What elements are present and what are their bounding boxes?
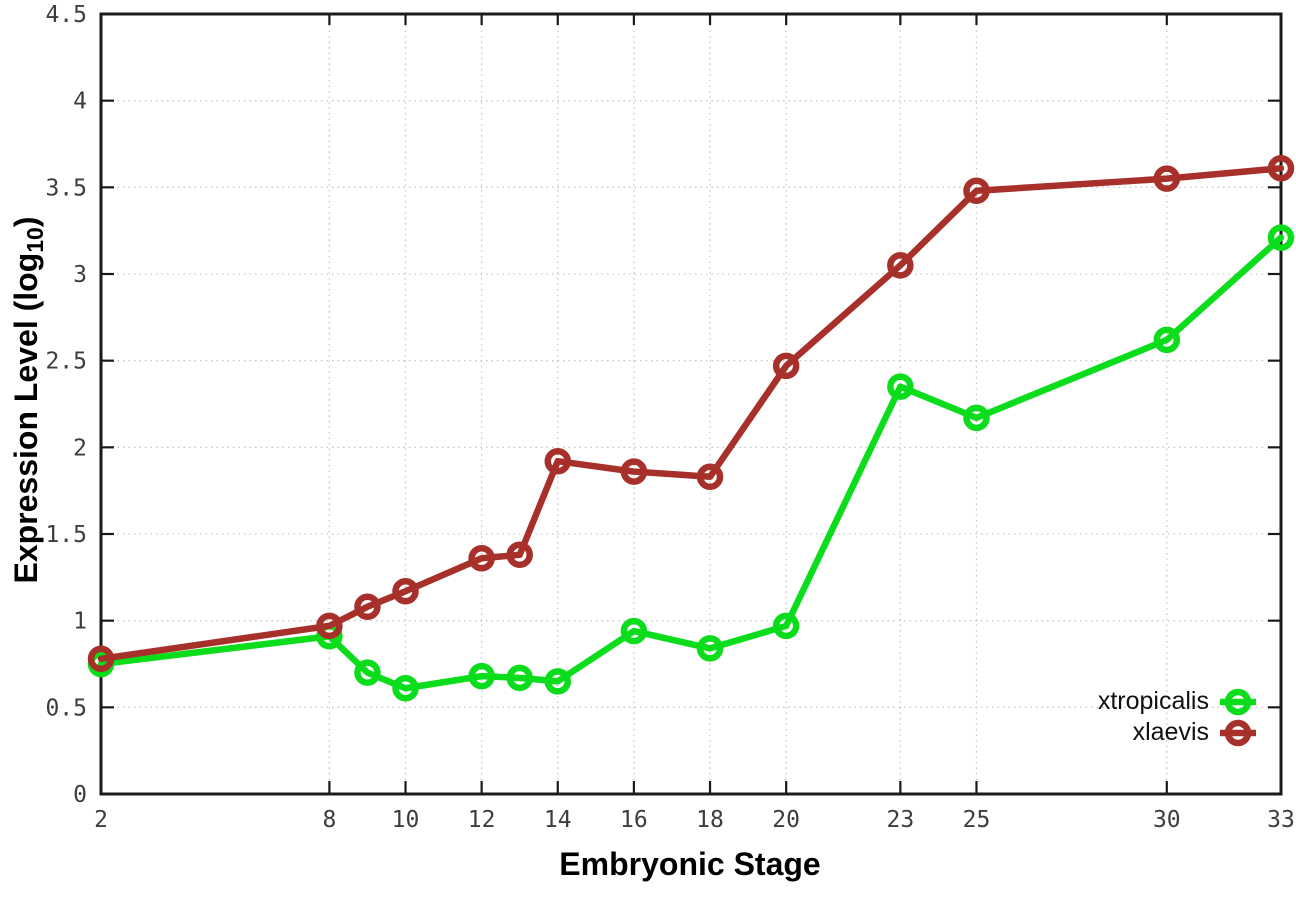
y-tick-label: 1 — [73, 609, 87, 635]
legend-sample-circle-xlaevis — [1224, 719, 1252, 746]
y-tick-label: 4.5 — [45, 2, 87, 28]
x-tick-label: 23 — [887, 807, 915, 833]
y-tick-label: 2.5 — [45, 349, 87, 375]
series-marker-xtropicalis — [887, 373, 914, 400]
y-tick-label: 4 — [73, 89, 87, 115]
series-marker-xlaevis — [354, 593, 381, 621]
x-tick-label: 33 — [1267, 807, 1295, 833]
x-tick-label: 2 — [94, 807, 108, 833]
series-marker-xtropicalis — [392, 675, 419, 702]
series-marker-xlaevis — [87, 645, 115, 673]
legend-label-xlaevis: xlaevis — [1132, 718, 1209, 746]
y-axis-title-suffix: ) — [8, 216, 44, 228]
x-tick-label: 10 — [392, 807, 420, 833]
series-marker-xtropicalis — [620, 617, 648, 645]
series-marker-xlaevis — [1267, 155, 1295, 182]
series-marker-xlaevis — [772, 352, 800, 380]
y-axis-title: Expression Level (log10) — [6, 180, 48, 620]
series-marker-xlaevis — [468, 545, 495, 572]
y-tick-label: 3.5 — [45, 175, 87, 201]
x-tick-label: 8 — [322, 807, 336, 833]
y-axis-title-text: Expression Level (log — [8, 252, 44, 584]
series-marker-xtropicalis — [696, 635, 724, 662]
x-tick-label: 18 — [696, 807, 724, 833]
legend-label-xtropicalis: xtropicalis — [1097, 687, 1209, 715]
x-tick-label: 12 — [468, 807, 496, 833]
series-marker-xtropicalis — [963, 404, 990, 432]
x-tick-label: 14 — [544, 807, 572, 833]
series-marker-xlaevis — [544, 447, 572, 475]
series-marker-xtropicalis — [1267, 224, 1295, 251]
series-marker-xlaevis — [887, 252, 914, 279]
legend: xtropicalis xlaevis — [1098, 686, 1258, 748]
series-marker-xtropicalis — [506, 664, 533, 692]
x-tick-label: 30 — [1153, 807, 1181, 833]
series-line-xlaevis — [97, 165, 1285, 663]
x-tick-label: 25 — [963, 807, 991, 833]
series-marker-xtropicalis — [354, 659, 381, 686]
x-tick-label: 20 — [772, 807, 800, 833]
y-tick-label: 3 — [73, 262, 87, 288]
series-marker-xlaevis — [392, 577, 419, 605]
series-marker-xtropicalis — [772, 612, 800, 640]
y-tick-label: 1.5 — [45, 522, 87, 548]
y-tick-label: 0 — [73, 782, 87, 808]
y-tick-label: 2 — [73, 435, 87, 461]
y-axis-title-subscript: 10 — [21, 227, 48, 253]
legend-item-xtropicalis: xtropicalis — [1098, 686, 1258, 717]
x-tick-label: 16 — [620, 807, 648, 833]
series-marker-xlaevis — [1153, 165, 1181, 192]
legend-sample-circle-xtropicalis — [1224, 688, 1252, 715]
x-axis-title: Embryonic Stage — [559, 846, 821, 882]
series-marker-xtropicalis — [1153, 326, 1181, 354]
series-marker-xtropicalis — [468, 662, 495, 690]
series-marker-xlaevis — [696, 463, 724, 491]
legend-marker-xtropicalis — [1220, 688, 1256, 715]
legend-marker-xlaevis — [1220, 719, 1256, 746]
series-marker-xlaevis — [963, 177, 990, 205]
y-tick-label: 0.5 — [45, 695, 87, 721]
series-marker-xlaevis — [316, 612, 343, 640]
series-marker-xlaevis — [506, 541, 533, 569]
series-marker-xtropicalis — [544, 668, 572, 695]
legend-item-xlaevis: xlaevis — [1098, 717, 1258, 748]
series-marker-xlaevis — [620, 458, 648, 485]
plot-border — [99, 12, 1283, 796]
